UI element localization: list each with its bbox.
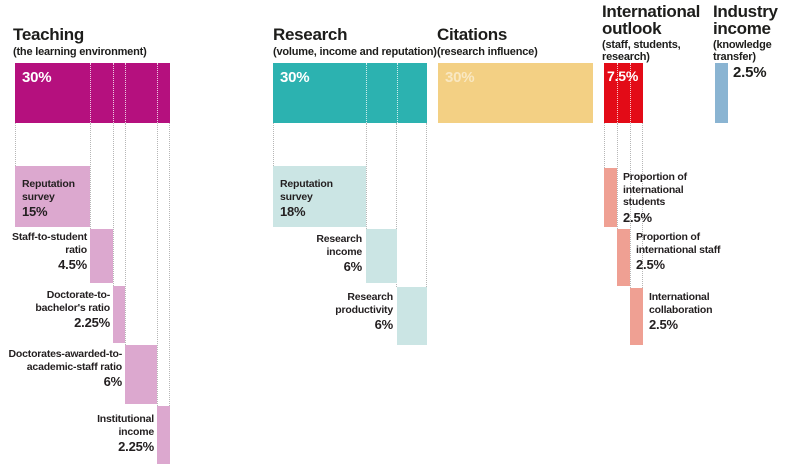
component-weight: 2.25% bbox=[118, 439, 154, 454]
component-label: Institutional income bbox=[97, 413, 154, 438]
connector-line bbox=[630, 123, 631, 288]
teaching-label-doctorate-bachelor-ratio: Doctorate-to-bachelor's ratio 2.25% bbox=[14, 289, 110, 330]
teaching-label-institutional-income: Institutional income 2.25% bbox=[70, 413, 154, 454]
component-weight: 2.5% bbox=[636, 257, 665, 272]
citations-bar: 30% bbox=[438, 63, 593, 123]
teaching-bar: 30% bbox=[15, 63, 170, 123]
component-weight: 15% bbox=[22, 204, 48, 219]
segment-divider bbox=[630, 63, 631, 123]
international-outlook-weight: 7.5% bbox=[607, 68, 639, 84]
connector-line bbox=[113, 123, 114, 286]
research-weight: 30% bbox=[280, 69, 310, 86]
teaching-title: Teaching bbox=[13, 25, 84, 44]
connector-line bbox=[169, 123, 170, 406]
component-weight: 6% bbox=[103, 374, 123, 389]
connector-line bbox=[642, 123, 643, 288]
industry-income-title: Industry income bbox=[713, 2, 778, 38]
research-subtitle: (volume, income and reputation) bbox=[273, 46, 437, 58]
research-label-research-productivity: Research productivity 6% bbox=[303, 291, 393, 332]
research-label-research-income: Research income 6% bbox=[292, 233, 362, 274]
citations-subtitle: (research influence) bbox=[437, 46, 538, 58]
teaching-label-staff-student-ratio: Staff-to-student ratio 4.5% bbox=[3, 231, 87, 272]
component-label: Research income bbox=[316, 233, 362, 258]
segment-divider bbox=[113, 63, 114, 123]
teaching-block-institutional-income bbox=[157, 406, 170, 464]
citations-weight: 30% bbox=[445, 69, 475, 86]
international-outlook-title: International outlook bbox=[602, 2, 701, 38]
industry-income-weight: 2.5% bbox=[733, 64, 767, 81]
research-block-reputation-survey: Reputation survey 18% bbox=[273, 166, 366, 227]
connector-line bbox=[396, 123, 397, 287]
research-bar: 30% bbox=[273, 63, 427, 123]
connector-line bbox=[125, 123, 126, 345]
citations-title: Citations bbox=[437, 25, 508, 44]
international-block-staff bbox=[617, 229, 630, 286]
teaching-block-reputation-survey: Reputation survey 15% bbox=[15, 166, 90, 227]
component-label: Reputation survey bbox=[22, 178, 75, 203]
international-label-staff: Proportion of international staff 2.5% bbox=[636, 231, 722, 272]
connector-line bbox=[90, 123, 91, 229]
research-block-research-income bbox=[366, 229, 397, 283]
connector-line bbox=[273, 123, 274, 166]
segment-divider bbox=[90, 63, 91, 123]
teaching-block-doctorate-bachelor-ratio bbox=[113, 286, 125, 343]
component-label: Proportion of international staff bbox=[636, 231, 721, 256]
component-label: Reputation survey bbox=[280, 178, 333, 203]
component-weight: 18% bbox=[280, 204, 306, 219]
component-weight: 2.25% bbox=[74, 315, 110, 330]
component-weight: 6% bbox=[374, 317, 394, 332]
connector-line bbox=[366, 123, 367, 229]
component-weight: 2.5% bbox=[623, 209, 652, 225]
teaching-subtitle: (the learning environment) bbox=[13, 46, 147, 58]
international-label-collaboration: International collaboration 2.5% bbox=[649, 291, 744, 332]
connector-line bbox=[15, 123, 16, 166]
component-weight: 6% bbox=[343, 259, 363, 274]
component-label: Doctorates-awarded-to-academic-staff rat… bbox=[8, 348, 123, 373]
research-block-research-productivity bbox=[397, 287, 427, 345]
connector-line bbox=[604, 123, 605, 168]
segment-divider bbox=[397, 63, 398, 123]
component-weight: 4.5% bbox=[58, 257, 87, 272]
teaching-block-staff-student-ratio bbox=[90, 229, 113, 283]
teaching-label-doctorates-awarded-ratio: Doctorates-awarded-to-academic-staff rat… bbox=[2, 348, 123, 389]
industry-income-bar bbox=[715, 63, 728, 123]
connector-line bbox=[426, 123, 427, 287]
segment-divider bbox=[125, 63, 126, 123]
teaching-block-doctorates-awarded-ratio bbox=[125, 345, 157, 404]
component-label: Staff-to-student ratio bbox=[12, 231, 87, 256]
component-label: Proportion of international students bbox=[623, 171, 687, 208]
component-label: Doctorate-to-bachelor's ratio bbox=[35, 289, 110, 314]
segment-divider bbox=[157, 63, 158, 123]
connector-line bbox=[617, 123, 618, 229]
component-label: International collaboration bbox=[649, 291, 713, 316]
international-block-collaboration bbox=[630, 288, 643, 345]
segment-divider bbox=[366, 63, 367, 123]
connector-line bbox=[157, 123, 158, 406]
teaching-weight: 30% bbox=[22, 69, 52, 86]
research-title: Research bbox=[273, 25, 348, 44]
international-label-students: Proportion of international students 2.5… bbox=[623, 171, 709, 224]
component-label: Research productivity bbox=[335, 291, 393, 316]
industry-income-subtitle: (knowledge transfer) bbox=[713, 39, 772, 63]
segment-divider bbox=[617, 63, 618, 123]
international-outlook-bar: 7.5% bbox=[604, 63, 643, 123]
international-block-students bbox=[604, 168, 617, 227]
international-outlook-subtitle: (staff, students, research) bbox=[602, 39, 681, 63]
component-weight: 2.5% bbox=[649, 317, 678, 332]
